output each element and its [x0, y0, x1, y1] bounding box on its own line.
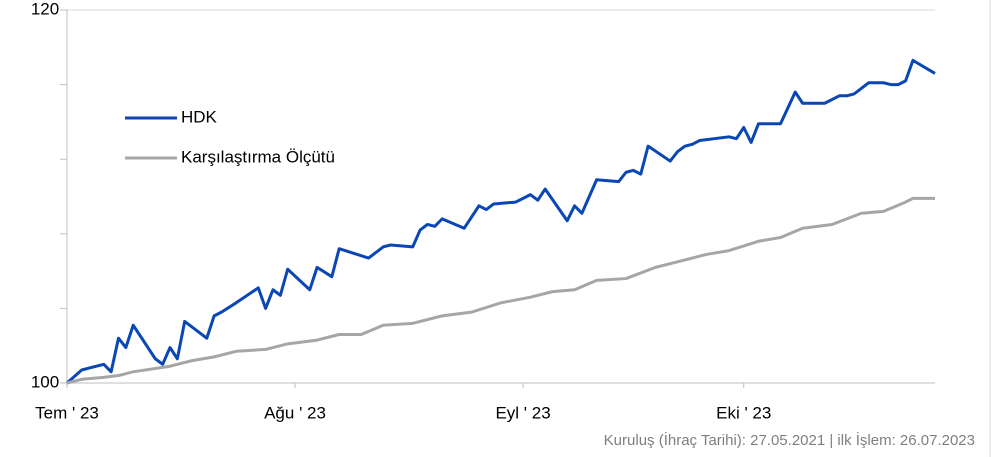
legend-label: Karşılaştırma Ölçütü: [181, 147, 335, 166]
x-tick-label: Eyl ' 23: [495, 403, 550, 422]
x-tick-label: Tem ' 23: [35, 403, 99, 422]
x-tick-label: Eki ' 23: [716, 403, 771, 422]
footnote: Kuruluş (İhraç Tarihi): 27.05.2021 | ilk…: [604, 431, 975, 449]
series-line: [66, 196, 935, 385]
legend-label: HDK: [181, 107, 218, 126]
y-tick-label: 100: [31, 372, 59, 391]
y-tick-label: 120: [31, 0, 59, 18]
series-line: [66, 58, 936, 385]
x-tick-label: Ağu ' 23: [264, 403, 326, 422]
